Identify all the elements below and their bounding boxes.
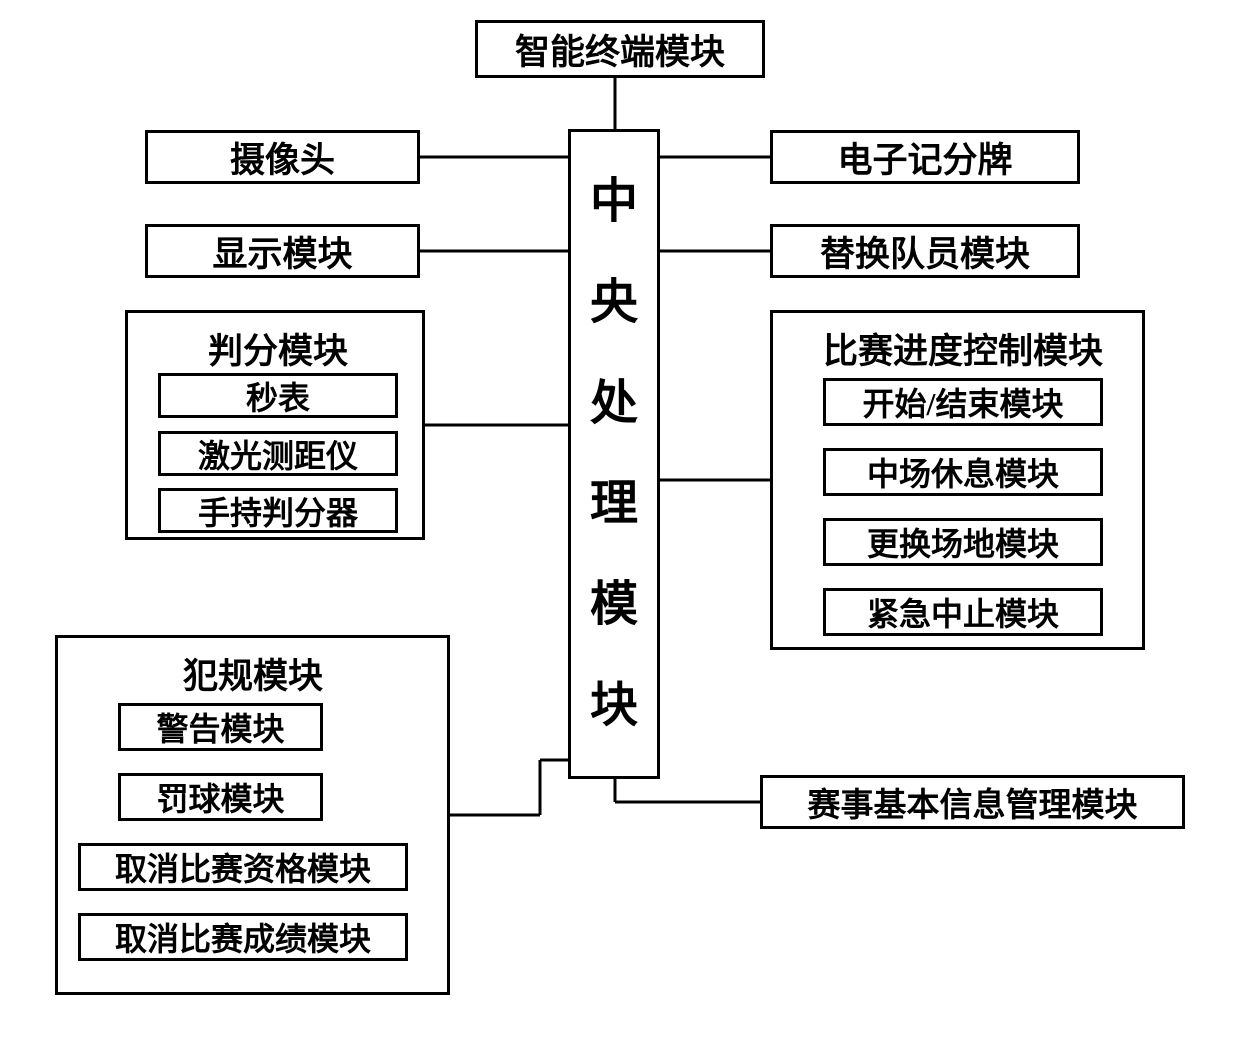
start-end-label: 开始/结束模块 bbox=[863, 379, 1064, 425]
scorer-label: 手持判分器 bbox=[198, 488, 358, 534]
cancel-qualif-box: 取消比赛资格模块 bbox=[78, 843, 408, 891]
cancel-result-label: 取消比赛成绩模块 bbox=[115, 914, 371, 960]
emergency-box: 紧急中止模块 bbox=[823, 588, 1103, 636]
scoring-group: 判分模块 秒表激光测距仪手持判分器 bbox=[125, 310, 425, 540]
substitute-label: 替换队员模块 bbox=[820, 226, 1030, 277]
penalty-box: 罚球模块 bbox=[118, 773, 323, 821]
info-mgmt-box: 赛事基本信息管理模块 bbox=[760, 775, 1185, 829]
center-module-box: 中央处理模块 bbox=[568, 129, 660, 779]
foul-group-title: 犯规模块 bbox=[153, 648, 353, 699]
penalty-label: 罚球模块 bbox=[156, 774, 284, 820]
venue-box: 更换场地模块 bbox=[823, 518, 1103, 566]
display-label: 显示模块 bbox=[212, 226, 352, 277]
cancel-result-box: 取消比赛成绩模块 bbox=[78, 913, 408, 961]
center-module-label: 中央处理模块 bbox=[590, 132, 638, 776]
rangefinder-box: 激光测距仪 bbox=[158, 431, 398, 476]
rangefinder-label: 激光测距仪 bbox=[198, 431, 358, 477]
scorer-box: 手持判分器 bbox=[158, 488, 398, 533]
display-box: 显示模块 bbox=[145, 224, 420, 278]
stopwatch-label: 秒表 bbox=[246, 373, 310, 419]
scoreboard-box: 电子记分牌 bbox=[770, 130, 1080, 184]
venue-label: 更换场地模块 bbox=[867, 519, 1059, 565]
foul-group: 犯规模块 警告模块罚球模块取消比赛资格模块取消比赛成绩模块 bbox=[55, 635, 450, 995]
substitute-box: 替换队员模块 bbox=[770, 224, 1080, 278]
camera-box: 摄像头 bbox=[145, 130, 420, 184]
halftime-box: 中场休息模块 bbox=[823, 448, 1103, 496]
top-module-label: 智能终端模块 bbox=[515, 24, 725, 75]
emergency-label: 紧急中止模块 bbox=[867, 589, 1059, 635]
top-module-box: 智能终端模块 bbox=[475, 20, 765, 78]
progress-group-title: 比赛进度控制模块 bbox=[798, 323, 1128, 374]
diagram-canvas: 智能终端模块 中央处理模块 摄像头 显示模块 电子记分牌 替换队员模块 判分模块… bbox=[0, 0, 1240, 1037]
camera-label: 摄像头 bbox=[230, 132, 335, 183]
start-end-box: 开始/结束模块 bbox=[823, 378, 1103, 426]
warning-box: 警告模块 bbox=[118, 703, 323, 751]
info-mgmt-label: 赛事基本信息管理模块 bbox=[808, 778, 1138, 826]
progress-group: 比赛进度控制模块 开始/结束模块中场休息模块更换场地模块紧急中止模块 bbox=[770, 310, 1145, 650]
stopwatch-box: 秒表 bbox=[158, 373, 398, 418]
halftime-label: 中场休息模块 bbox=[867, 449, 1059, 495]
scoreboard-label: 电子记分牌 bbox=[837, 132, 1012, 183]
scoring-group-title: 判分模块 bbox=[178, 323, 378, 374]
cancel-qualif-label: 取消比赛资格模块 bbox=[115, 844, 371, 890]
warning-label: 警告模块 bbox=[156, 704, 284, 750]
